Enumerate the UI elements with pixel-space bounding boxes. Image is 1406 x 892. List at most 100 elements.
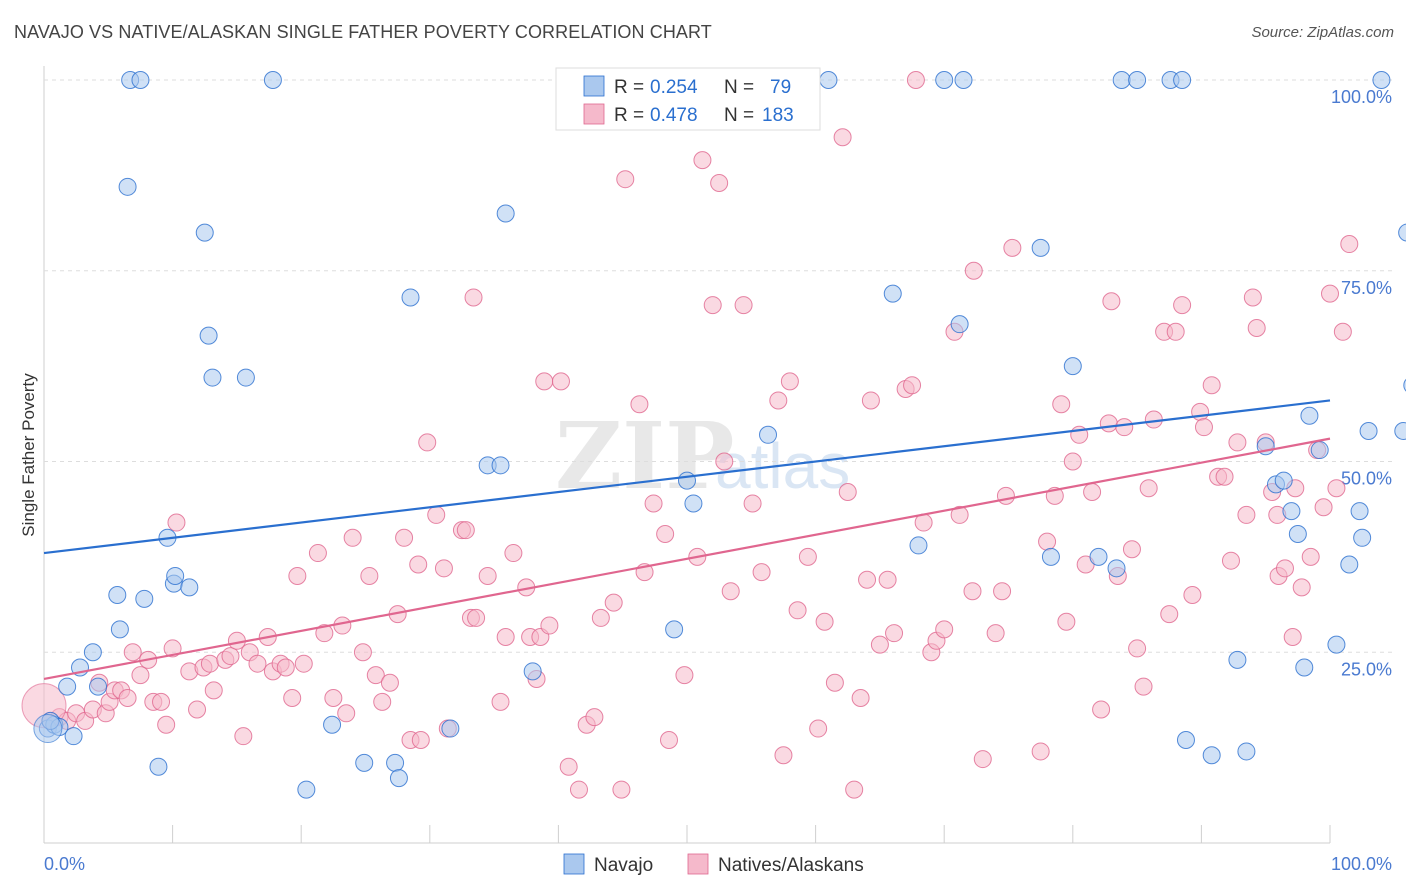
natives-point xyxy=(283,689,302,708)
gridlines xyxy=(44,79,1392,653)
navajo-point xyxy=(1107,559,1126,578)
series-navajo xyxy=(33,71,1406,799)
natives-point xyxy=(467,608,486,627)
navajo-point xyxy=(1089,547,1108,566)
series-legend: Navajo Natives/Alaskans xyxy=(563,853,864,876)
navajo-point xyxy=(1372,71,1391,89)
natives-point xyxy=(353,643,372,662)
navajo-point xyxy=(1300,406,1319,425)
navajo-point xyxy=(1031,238,1050,257)
natives-point xyxy=(833,128,852,147)
natives-point xyxy=(288,566,307,585)
natives-point xyxy=(1292,578,1311,597)
legend-n-value-2: 183 xyxy=(762,105,794,126)
natives-point xyxy=(188,700,207,719)
navajo-point xyxy=(401,288,420,307)
natives-point xyxy=(675,666,694,685)
navajo-point xyxy=(1274,471,1293,490)
navajo-point xyxy=(1327,635,1346,654)
bottom-legend-swatch-natives xyxy=(687,853,709,875)
natives-point xyxy=(1173,296,1192,315)
natives-point xyxy=(559,757,578,776)
navajo-point xyxy=(89,677,108,696)
natives-point xyxy=(721,582,740,601)
navajo-point xyxy=(678,471,696,490)
y-axis-tick-labels: 25.0% 50.0% 75.0% 100.0% xyxy=(1331,87,1392,679)
natives-point xyxy=(1314,498,1333,517)
natives-point xyxy=(373,692,392,711)
trendline-natives xyxy=(43,437,1331,681)
navajo-point xyxy=(496,204,515,223)
navajo-point xyxy=(236,368,255,387)
natives-point xyxy=(491,692,510,711)
navajo-point xyxy=(1359,421,1378,440)
navajo-point xyxy=(523,662,542,681)
natives-point xyxy=(1191,402,1210,421)
natives-point xyxy=(604,593,623,612)
natives-point xyxy=(752,563,771,582)
natives-point xyxy=(123,643,142,662)
navajo-point xyxy=(441,719,460,738)
navajo-point xyxy=(386,753,405,772)
navajo-point-large xyxy=(33,714,63,744)
natives-point xyxy=(118,689,137,708)
natives-point xyxy=(616,170,635,189)
natives-point xyxy=(1228,433,1247,452)
legend-r-value-2: 0.478 xyxy=(650,105,698,126)
navajo-point xyxy=(83,643,102,662)
trendline-navajo xyxy=(43,399,1331,555)
natives-point xyxy=(825,673,844,692)
navajo-point xyxy=(110,620,129,639)
natives-point xyxy=(1215,467,1234,486)
natives-point xyxy=(693,151,712,170)
natives-point xyxy=(1031,742,1050,761)
navajo-point xyxy=(950,315,969,334)
natives-point xyxy=(343,528,362,547)
natives-point xyxy=(163,639,182,658)
y-tick-label: 50.0% xyxy=(1341,469,1392,489)
natives-point xyxy=(294,654,313,673)
natives-point xyxy=(870,635,889,654)
natives-point xyxy=(903,376,922,395)
natives-point xyxy=(1283,627,1302,646)
natives-point xyxy=(1166,322,1185,341)
navajo-point xyxy=(131,71,150,89)
natives-point xyxy=(1134,677,1153,696)
navajo-point xyxy=(1228,650,1247,669)
natives-point xyxy=(838,483,857,502)
navajo-point xyxy=(118,177,137,196)
natives-point xyxy=(861,391,880,410)
navajo-point xyxy=(665,620,684,639)
natives-point xyxy=(496,627,515,646)
navajo-point xyxy=(1394,421,1406,440)
natives-point xyxy=(478,566,497,585)
natives-point xyxy=(964,261,983,280)
natives-point xyxy=(409,555,428,574)
natives-point xyxy=(858,570,877,589)
natives-point xyxy=(1102,292,1121,311)
navajo-point xyxy=(1310,441,1329,460)
natives-point xyxy=(1194,418,1213,437)
svg-text:ZIP: ZIP xyxy=(555,402,734,510)
natives-point xyxy=(1202,376,1221,395)
navajo-point xyxy=(108,586,127,605)
natives-point xyxy=(456,521,475,540)
legend-r-label-1: R = xyxy=(614,77,644,98)
natives-point xyxy=(1003,238,1022,257)
natives-point xyxy=(612,780,631,799)
natives-point xyxy=(710,174,729,193)
natives-point xyxy=(1083,483,1102,502)
natives-point xyxy=(1052,395,1071,414)
navajo-point xyxy=(909,536,928,555)
x-axis-ticks xyxy=(43,825,1331,843)
natives-point xyxy=(1340,235,1359,254)
navajo-point xyxy=(203,368,222,387)
navajo-point xyxy=(149,757,168,776)
natives-point xyxy=(248,654,267,673)
natives-point xyxy=(996,486,1015,505)
natives-point xyxy=(1247,318,1266,337)
navajo-point xyxy=(1237,742,1256,761)
navajo-point xyxy=(355,753,374,772)
y-axis-label: Single Father Poverty xyxy=(19,373,38,537)
